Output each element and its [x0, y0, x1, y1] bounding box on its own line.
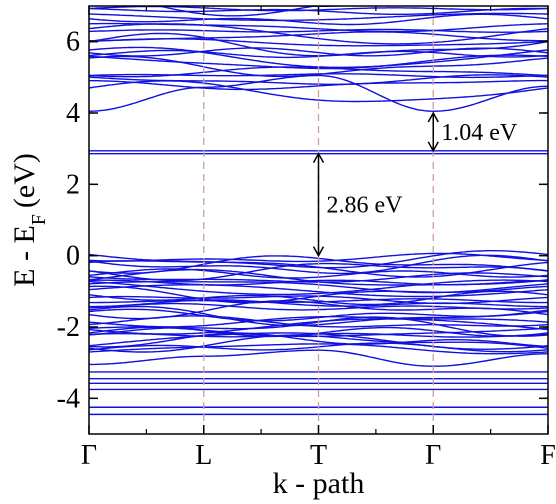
valence-band-17 [89, 298, 548, 304]
y-tick-label-0: -4 [57, 383, 80, 414]
curved-band-0 [89, 74, 548, 112]
curved-band-1 [89, 349, 548, 367]
x-tick-label-0: Γ [81, 440, 97, 471]
y-tick-label-2: 0 [66, 241, 80, 272]
valence-band-3 [89, 332, 548, 348]
x-tick-label-3: Γ [425, 440, 441, 471]
x-tick-label-1: L [195, 440, 212, 471]
valence-band-13 [89, 308, 548, 322]
y-axis-label-sub: F [28, 214, 50, 225]
valence-band-16 [89, 299, 548, 308]
valence-band-21 [89, 284, 548, 298]
x-axis-label: k - path [273, 467, 365, 500]
valence-band-11 [89, 316, 548, 328]
gap-label-1: 1.04 eV [441, 120, 518, 146]
valence-band-22 [89, 279, 548, 296]
axes: -4 -2 0 2 4 6 Γ L T Γ F [57, 5, 556, 471]
y-tick-label-5: 6 [66, 27, 80, 58]
conduction-band-15 [89, 22, 548, 33]
x-tick-label-4: F [540, 440, 556, 471]
valence-band-32 [89, 250, 548, 269]
conduction-band-1 [89, 79, 548, 91]
gap-arrow-1-head-bottom [427, 141, 439, 153]
y-tick-label-3: 2 [66, 169, 80, 200]
y-tick-label-1: -2 [57, 312, 80, 343]
plot-area: 2.86 eV 1.04 eV [89, 6, 548, 434]
gap-arrow-1-head-top [427, 111, 439, 123]
gap-label-0: 2.86 eV [327, 193, 404, 219]
conduction-band-5 [89, 55, 548, 78]
y-tick-label-4: 4 [66, 98, 80, 129]
y-axis-label-unit: (eV) [8, 153, 41, 208]
y-axis-label: E - EF (eV) [8, 153, 50, 287]
y-axis-label-main: E - E [8, 225, 41, 287]
gap-arrow-0-head-bottom [312, 246, 325, 258]
conduction-band-20 [155, 6, 320, 17]
valence-band-27 [89, 268, 548, 279]
gap-arrow-0-head-top [312, 152, 325, 164]
conduction-band-9 [89, 47, 548, 57]
x-tick-label-2: T [310, 440, 327, 471]
